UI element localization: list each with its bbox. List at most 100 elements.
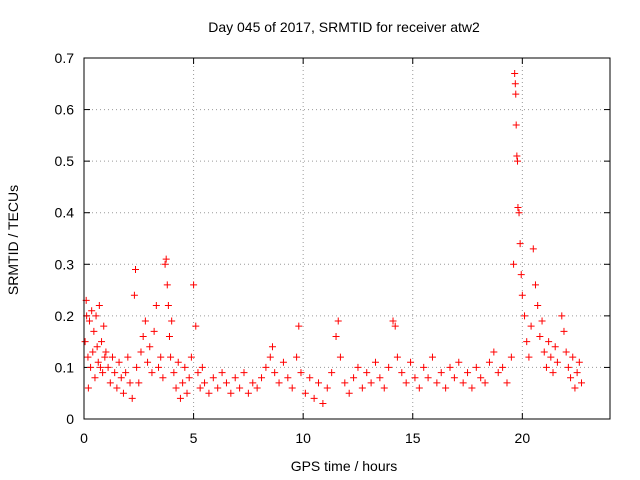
- data-point: [84, 384, 92, 392]
- data-point: [190, 281, 198, 289]
- data-point: [227, 389, 235, 397]
- x-tick-label: 20: [515, 430, 531, 446]
- data-point: [499, 363, 507, 371]
- x-tick-label: 5: [190, 430, 198, 446]
- data-point: [485, 358, 493, 366]
- data-point: [170, 369, 178, 377]
- data-point: [549, 369, 557, 377]
- data-point: [490, 348, 498, 356]
- data-point: [507, 353, 515, 361]
- data-point: [553, 358, 561, 366]
- data-point: [411, 374, 419, 382]
- data-point: [164, 302, 172, 310]
- data-point: [534, 302, 542, 310]
- data-point: [198, 363, 206, 371]
- data-point: [424, 374, 432, 382]
- data-point: [578, 379, 586, 387]
- data-point: [301, 389, 309, 397]
- data-point: [88, 307, 96, 315]
- y-tick-label: 0: [66, 411, 74, 427]
- data-point: [119, 389, 127, 397]
- data-point: [141, 317, 149, 325]
- data-point: [179, 379, 187, 387]
- data-point: [111, 369, 119, 377]
- data-point: [503, 379, 511, 387]
- plot-frame: [83, 57, 611, 420]
- data-point: [319, 400, 327, 408]
- data-point: [571, 384, 579, 392]
- data-point: [155, 363, 163, 371]
- data-point: [144, 358, 152, 366]
- y-tick-label: 0.1: [55, 359, 75, 375]
- data-point: [518, 291, 526, 299]
- data-point: [558, 312, 566, 320]
- data-point: [183, 389, 191, 397]
- data-point: [511, 69, 519, 77]
- y-tick-label: 0.7: [55, 50, 75, 66]
- data-point: [391, 322, 399, 330]
- data-point: [420, 363, 428, 371]
- data-point: [562, 348, 570, 356]
- data-point: [187, 353, 195, 361]
- y-tick-label: 0.4: [55, 205, 75, 221]
- data-point: [494, 369, 502, 377]
- data-point: [84, 353, 92, 361]
- data-point: [174, 358, 182, 366]
- data-point: [510, 260, 518, 268]
- data-point: [516, 240, 524, 248]
- data-point: [139, 332, 147, 340]
- data-point: [567, 374, 575, 382]
- data-point: [101, 353, 109, 361]
- data-point: [363, 369, 371, 377]
- data-point: [157, 353, 165, 361]
- data-point: [205, 389, 213, 397]
- data-point: [481, 379, 489, 387]
- data-point: [94, 358, 102, 366]
- data-point: [389, 317, 397, 325]
- data-point: [167, 353, 175, 361]
- data-point: [91, 374, 99, 382]
- data-point: [529, 245, 537, 253]
- data-point: [100, 322, 108, 330]
- data-point: [525, 353, 533, 361]
- data-point: [297, 369, 305, 377]
- data-point: [341, 379, 349, 387]
- data-point: [266, 353, 274, 361]
- data-point: [240, 369, 248, 377]
- data-point: [293, 353, 301, 361]
- data-point: [262, 363, 270, 371]
- data-point: [130, 291, 138, 299]
- data-point: [181, 363, 189, 371]
- data-point: [547, 353, 555, 361]
- data-point: [433, 379, 441, 387]
- data-point: [437, 369, 445, 377]
- data-point: [194, 369, 202, 377]
- data-point: [231, 374, 239, 382]
- data-point: [542, 363, 550, 371]
- data-point: [442, 384, 450, 392]
- data-point: [192, 322, 200, 330]
- data-point: [95, 302, 103, 310]
- data-point: [146, 343, 154, 351]
- data-point: [249, 379, 257, 387]
- data-point: [93, 343, 101, 351]
- data-point: [98, 338, 106, 346]
- data-point: [268, 343, 276, 351]
- data-point: [569, 353, 577, 361]
- data-points: [81, 69, 586, 408]
- data-point: [527, 322, 535, 330]
- data-point: [117, 374, 125, 382]
- data-point: [150, 327, 158, 335]
- data-point: [551, 343, 559, 351]
- data-point: [176, 394, 184, 402]
- data-point: [104, 363, 112, 371]
- data-point: [328, 369, 336, 377]
- data-point: [540, 348, 548, 356]
- data-point: [517, 271, 525, 279]
- data-point: [446, 363, 454, 371]
- y-tick-label: 0.2: [55, 308, 75, 324]
- data-point: [89, 348, 97, 356]
- data-point: [128, 394, 136, 402]
- y-tick-label: 0.3: [55, 256, 75, 272]
- data-point: [137, 348, 145, 356]
